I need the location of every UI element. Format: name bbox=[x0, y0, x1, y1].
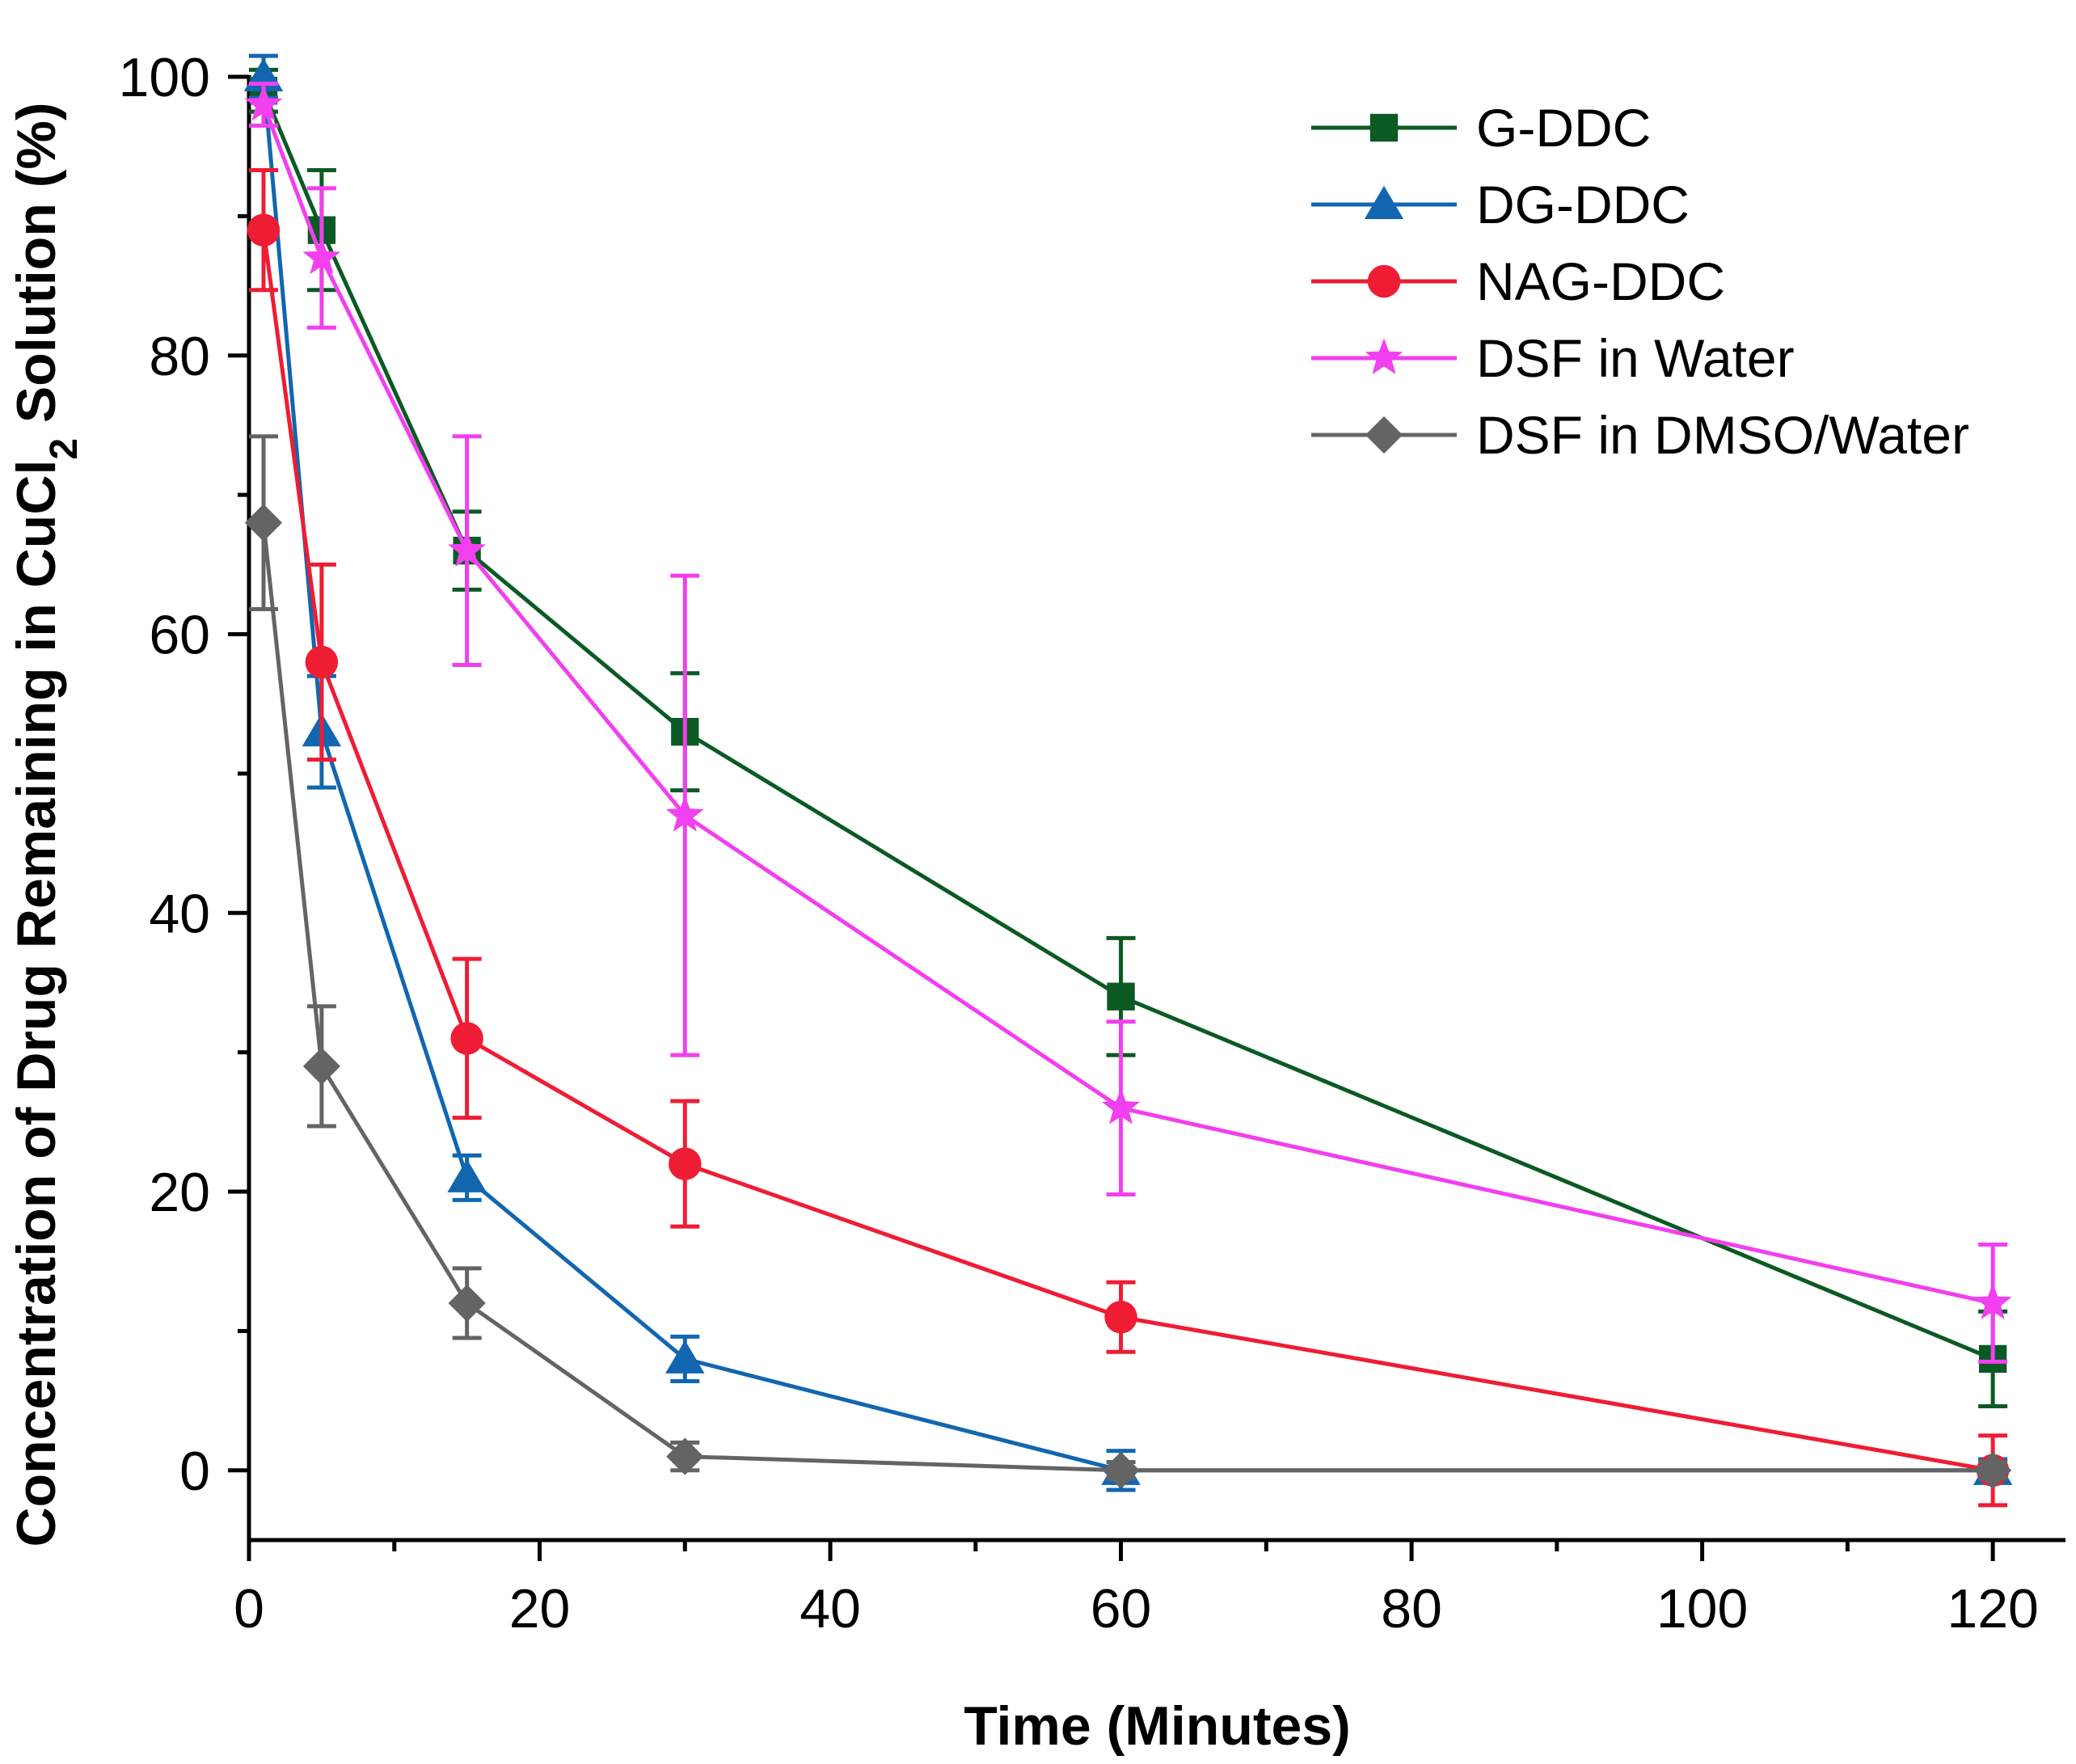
y-tick-label: 80 bbox=[149, 326, 210, 387]
data-point bbox=[1974, 1451, 2012, 1489]
series-line bbox=[261, 76, 1994, 1473]
legend-label: DG-DDC bbox=[1476, 175, 1690, 234]
y-axis-title-end: Solution (%) bbox=[6, 102, 67, 437]
data-point bbox=[302, 1047, 340, 1086]
series-dg-ddc bbox=[243, 53, 2013, 1492]
x-tick-label: 40 bbox=[800, 1578, 861, 1640]
x-tick-label: 60 bbox=[1091, 1578, 1152, 1640]
data-point bbox=[1104, 1300, 1137, 1334]
series-group bbox=[243, 53, 2013, 1508]
data-point bbox=[247, 213, 281, 247]
data-point bbox=[244, 84, 283, 121]
data-point bbox=[447, 1158, 487, 1192]
legend: G-DDC DG-DDC NAG-DDC DSF in Water DSF in DMS… bbox=[1311, 98, 1969, 465]
legend-label: DSF in Water bbox=[1476, 328, 1795, 388]
legend-item-nag-ddc: NAG-DDC bbox=[1311, 251, 1725, 311]
y-tick-label: 0 bbox=[179, 1441, 210, 1502]
legend-marker bbox=[1367, 264, 1401, 298]
y-tick-label: 20 bbox=[149, 1162, 210, 1223]
legend-label: G-DDC bbox=[1476, 98, 1651, 158]
x-tick-label: 80 bbox=[1381, 1578, 1442, 1640]
data-point bbox=[1102, 1088, 1140, 1125]
data-point bbox=[666, 1437, 704, 1475]
axes-group: 0 20 40 60 80 100 120 0 20 40 60 80 100 bbox=[119, 47, 2065, 1640]
x-axis-title: Time (Minutes) bbox=[964, 1695, 1351, 1757]
legend-item-dsf-in-water: DSF in Water bbox=[1311, 328, 1795, 388]
data-point bbox=[448, 1284, 486, 1323]
data-point bbox=[450, 1022, 483, 1055]
legend-marker bbox=[1369, 113, 1399, 142]
y-tick-label: 100 bbox=[119, 47, 210, 108]
series-line bbox=[261, 90, 1994, 1361]
data-point bbox=[1107, 982, 1135, 1011]
x-tick-label: 0 bbox=[234, 1578, 264, 1640]
data-point bbox=[302, 238, 341, 274]
legend-item-g-ddc: G-DDC bbox=[1311, 98, 1651, 158]
series-dsf-in-water bbox=[244, 82, 2012, 1364]
legend-marker bbox=[1364, 185, 1404, 220]
data-point bbox=[244, 504, 283, 542]
data-point bbox=[1102, 1451, 1140, 1489]
series-g-ddc bbox=[248, 67, 2008, 1409]
series-line bbox=[261, 230, 1994, 1473]
series-dsf-in-dmso-water bbox=[244, 434, 2012, 1489]
y-tick-label: 60 bbox=[149, 605, 210, 666]
data-point bbox=[305, 645, 339, 679]
y-axis-title: Concentration of Drug Remaining in CuCl2… bbox=[6, 102, 86, 1547]
data-point bbox=[669, 1147, 702, 1180]
legend-item-dsf-in-dmso-water: DSF in DMSO/Water bbox=[1311, 405, 1969, 465]
series-line bbox=[261, 522, 1994, 1473]
y-axis-title-main: Concentration of Drug Remaining in CuCl bbox=[6, 460, 67, 1547]
y-axis-title-subscript: 2 bbox=[43, 438, 86, 460]
legend-item-dg-ddc: DG-DDC bbox=[1311, 175, 1690, 234]
legend-marker bbox=[1365, 338, 1403, 374]
data-point bbox=[665, 1340, 705, 1374]
data-point bbox=[1973, 1283, 2012, 1319]
x-tick-label: 100 bbox=[1656, 1578, 1748, 1640]
x-tick-label: 20 bbox=[509, 1578, 571, 1640]
series-line bbox=[261, 103, 1994, 1306]
legend-marker bbox=[1365, 416, 1403, 454]
data-point bbox=[448, 530, 487, 567]
x-tick-label: 120 bbox=[1947, 1578, 2038, 1640]
legend-label: DSF in DMSO/Water bbox=[1476, 405, 1969, 465]
legend-label: NAG-DDC bbox=[1476, 251, 1725, 311]
y-tick-label: 40 bbox=[149, 883, 210, 944]
data-point bbox=[665, 795, 704, 832]
